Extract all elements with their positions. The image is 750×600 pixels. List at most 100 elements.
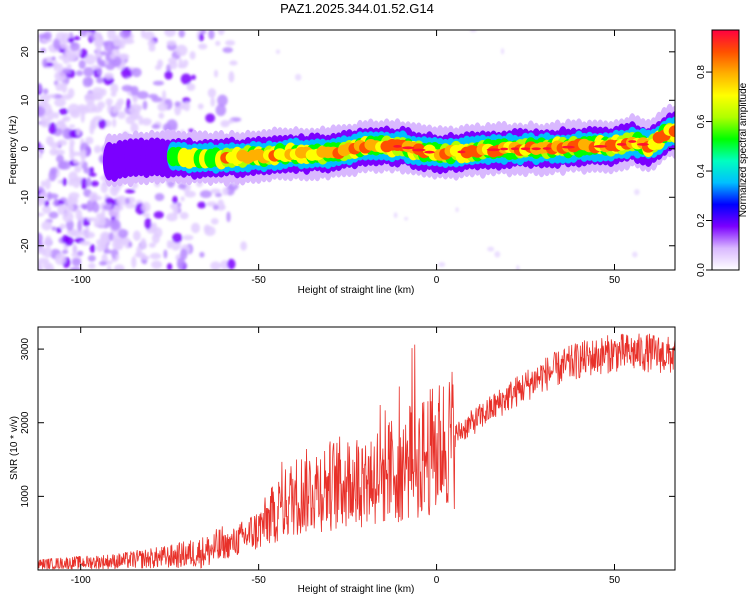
noise-blob <box>117 111 126 120</box>
noise-blob <box>93 145 102 154</box>
noise-blob <box>163 249 168 259</box>
snr-x-axis-label: Height of straight line (km) <box>298 584 415 595</box>
noise-blob <box>118 228 128 239</box>
noise-blob <box>85 136 94 145</box>
noise-blob <box>82 218 91 227</box>
noise-blob <box>48 122 57 135</box>
noise-blob <box>215 40 221 46</box>
ridge-peak <box>520 147 531 151</box>
noise-blob <box>124 202 136 209</box>
noise-blob <box>78 161 84 166</box>
noise-blob <box>166 40 177 46</box>
noise-blob <box>191 74 196 80</box>
spectrogram-y-axis-label: Frequency (Hz) <box>8 116 19 185</box>
ridge-peak <box>637 143 649 146</box>
noise-blob <box>85 31 93 37</box>
noise-blob <box>44 235 52 247</box>
noise-blob <box>106 265 112 270</box>
noise-blob <box>131 67 142 78</box>
noise-blob <box>634 188 640 196</box>
noise-blob <box>153 211 164 219</box>
noise-blob <box>182 234 194 241</box>
noise-blob <box>226 211 231 223</box>
noise-blob <box>180 73 192 85</box>
snr-series-line <box>38 333 675 570</box>
noise-blob <box>191 222 201 234</box>
noise-blob <box>67 37 75 43</box>
noise-blob <box>180 196 185 202</box>
noise-blob <box>116 195 128 206</box>
noise-blob <box>71 258 82 267</box>
noise-blob <box>166 213 178 222</box>
noise-blob <box>66 63 72 70</box>
snr-frame <box>37 326 676 571</box>
ridge-peak <box>531 147 541 151</box>
noise-blob <box>229 60 238 66</box>
spectrogram-x-tick-label: 0 <box>434 275 440 286</box>
noise-blob <box>69 266 82 270</box>
snr-y-axis-label: SNR (10 * v/v) <box>9 416 20 480</box>
noise-blob <box>53 198 59 207</box>
noise-blob <box>61 249 69 255</box>
snr-y-tick-label: 2000 <box>20 411 31 434</box>
noise-blob <box>125 68 132 78</box>
noise-blob <box>88 191 99 203</box>
spectrogram-marks <box>38 30 675 270</box>
noise-blob <box>179 212 189 220</box>
snr-panel: -100 -50 0 50 1000 2000 3000 Height of straigh… <box>9 326 676 595</box>
noise-blob <box>222 187 229 196</box>
spectrogram-y-tick-label: 20 <box>20 46 31 58</box>
noise-blob <box>117 53 129 59</box>
noise-blob <box>98 261 107 266</box>
ridge-peak <box>486 148 501 152</box>
noise-blob <box>487 246 495 252</box>
noise-blob <box>197 103 204 110</box>
snr-x-tick-label: -100 <box>71 575 91 586</box>
noise-blob <box>73 196 79 205</box>
noise-blob <box>141 201 151 213</box>
noise-blob <box>56 227 62 234</box>
noise-blob <box>51 56 56 61</box>
noise-blob <box>208 30 215 40</box>
noise-blob <box>136 245 142 258</box>
noise-blob <box>164 70 173 80</box>
noise-blob <box>86 217 99 222</box>
noise-blob <box>214 69 219 78</box>
noise-blob <box>148 44 156 52</box>
noise-blob <box>199 190 212 199</box>
noise-blob <box>53 149 65 156</box>
noise-blob <box>164 30 176 37</box>
noise-blob <box>107 103 112 114</box>
noise-blob <box>80 240 91 246</box>
noise-blob <box>151 260 163 269</box>
noise-blob <box>54 98 66 107</box>
noise-blob <box>55 82 64 92</box>
noise-blob <box>38 232 43 244</box>
colorbar-tick-label: 0.0 <box>696 263 707 277</box>
noise-blob <box>89 166 94 174</box>
noise-blob <box>46 109 55 121</box>
noise-blob <box>174 101 181 107</box>
noise-blob <box>70 230 83 238</box>
noise-blob <box>86 199 95 212</box>
noise-blob <box>205 113 216 123</box>
noise-blob <box>97 101 106 109</box>
ridge-peak <box>457 150 466 154</box>
noise-blob <box>93 115 103 121</box>
noise-blob <box>104 60 110 66</box>
noise-blob <box>217 30 225 36</box>
noise-blob <box>49 141 61 149</box>
noise-blob <box>199 251 205 258</box>
noise-blob <box>220 204 226 211</box>
noise-blob <box>38 212 45 217</box>
noise-blob <box>54 70 67 82</box>
noise-blob <box>222 47 233 53</box>
noise-blob <box>210 261 221 270</box>
spectrogram-ridge <box>102 103 675 188</box>
noise-blob <box>77 220 82 232</box>
noise-blob <box>46 193 59 199</box>
noise-blob <box>212 204 219 211</box>
noise-blob <box>59 223 66 230</box>
noise-blob <box>69 148 75 161</box>
